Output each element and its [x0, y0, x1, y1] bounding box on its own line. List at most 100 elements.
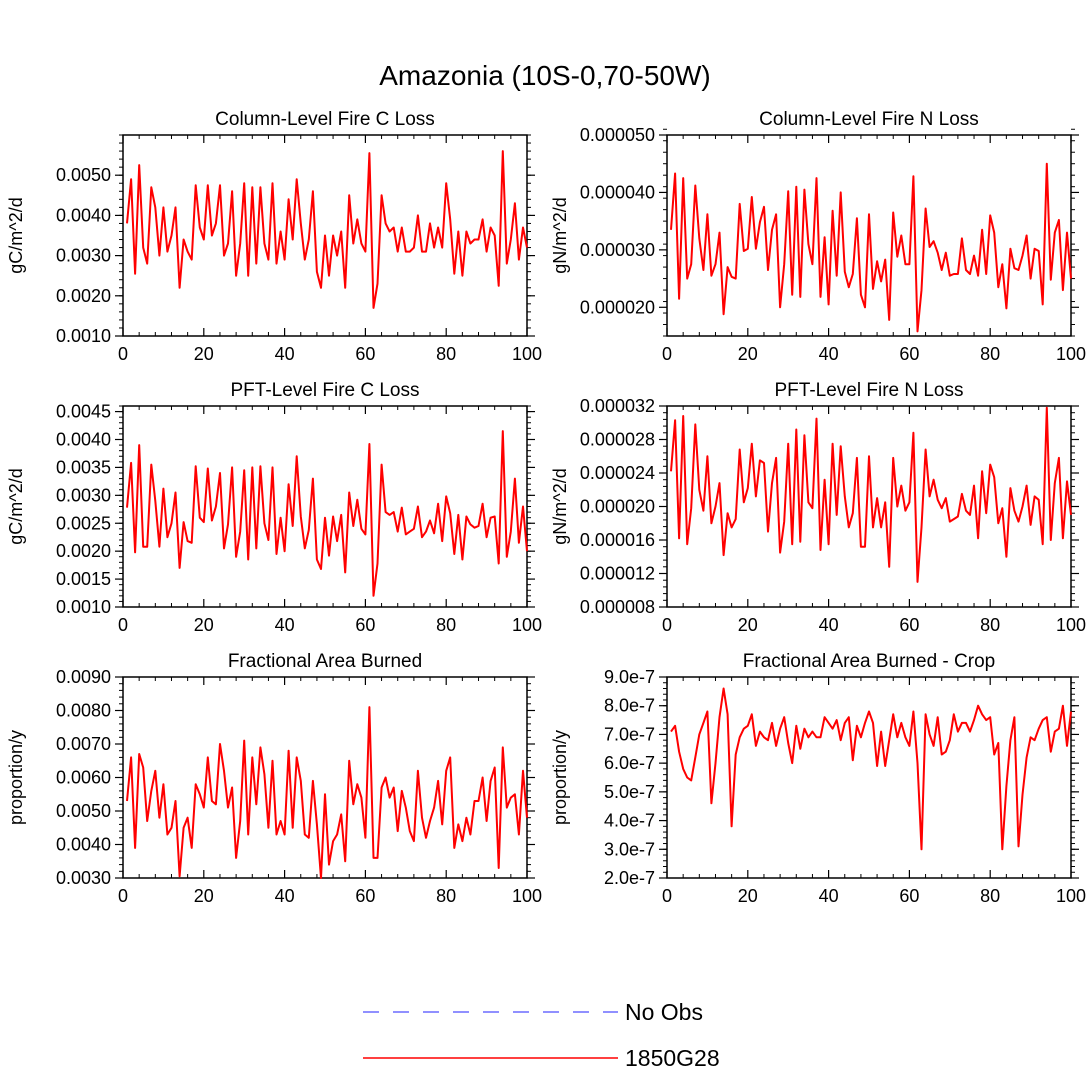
y-tick-label: 0.000032 [580, 396, 655, 416]
y-axis-label: proportion/y [6, 730, 26, 825]
plot-frame [122, 134, 528, 337]
x-tick-label: 20 [194, 344, 214, 364]
x-tick-label: 40 [275, 886, 295, 906]
y-tick-label: 0.0040 [56, 430, 111, 450]
y-tick-label: 0.0040 [56, 835, 111, 855]
y-tick-label: 0.0070 [56, 734, 111, 754]
plot-frame [666, 134, 1072, 337]
series-line-1850g28 [670, 687, 1072, 851]
x-tick-label: 0 [118, 344, 128, 364]
panel-title: Fractional Area Burned - Crop [743, 651, 995, 672]
x-tick-label: 20 [194, 615, 214, 635]
y-tick-label: 0.0030 [56, 246, 111, 266]
y-tick-label: 0.000030 [580, 240, 655, 260]
y-tick-label: 6.0e-7 [604, 753, 655, 773]
y-tick-label: 0.0040 [56, 205, 111, 225]
x-tick-label: 100 [512, 886, 542, 906]
y-tick-label: 0.000012 [580, 564, 655, 584]
y-axis-label: gC/m^2/d [6, 468, 26, 544]
panel-title: Column-Level Fire N Loss [759, 109, 979, 130]
x-tick-label: 80 [436, 615, 456, 635]
legend-1850g28-label: 1850G28 [625, 1045, 720, 1071]
x-tick-label: 100 [512, 344, 542, 364]
y-tick-label: 0.0050 [56, 165, 111, 185]
x-tick-label: 100 [512, 615, 542, 635]
x-tick-label: 60 [899, 886, 919, 906]
figure-title: Amazonia (10S-0,70-50W) [379, 60, 710, 91]
y-tick-label: 0.000028 [580, 430, 655, 450]
x-tick-label: 20 [738, 615, 758, 635]
y-axis-label: proportion/y [550, 730, 570, 825]
panel-pft-level-fire-n-loss: 0 20 40 60 80 100 0.000008 0.000012 0.000016 0.00… [550, 380, 1086, 635]
y-tick-label: 0.0030 [56, 485, 111, 505]
y-tick-label: 8.0e-7 [604, 696, 655, 716]
y-tick-label: 0.0090 [56, 667, 111, 687]
panel-title: PFT-Level Fire N Loss [775, 380, 964, 401]
panel-column-level-fire-c-loss: 0 20 40 60 80 100 0.0010 0.0020 0.0030 0.0040 0.00… [6, 109, 542, 364]
panel-title: PFT-Level Fire C Loss [231, 380, 420, 401]
x-tick-label: 0 [118, 615, 128, 635]
y-tick-label: 7.0e-7 [604, 724, 655, 744]
y-tick-label: 0.0025 [56, 513, 111, 533]
y-tick-label: 0.000020 [580, 297, 655, 317]
x-tick-label: 40 [275, 344, 295, 364]
x-tick-label: 100 [1056, 344, 1086, 364]
x-tick-label: 0 [118, 886, 128, 906]
x-tick-label: 80 [980, 615, 1000, 635]
x-tick-label: 20 [738, 886, 758, 906]
x-tick-label: 20 [194, 886, 214, 906]
y-tick-label: 0.000020 [580, 497, 655, 517]
x-tick-label: 80 [436, 344, 456, 364]
y-tick-label: 0.0035 [56, 457, 111, 477]
series-line-1850g28 [126, 706, 528, 879]
y-tick-label: 0.0015 [56, 569, 111, 589]
x-tick-label: 100 [1056, 615, 1086, 635]
legend: No Obs 1850G28 [363, 999, 720, 1071]
panel-pft-level-fire-c-loss: 0 20 40 60 80 100 0.0010 0.0015 0.0020 0.0025 0.00… [6, 380, 542, 635]
x-tick-label: 60 [355, 615, 375, 635]
x-tick-label: 100 [1056, 886, 1086, 906]
plot-frame [122, 676, 528, 879]
plot-frame [122, 405, 528, 608]
panel-column-level-fire-n-loss: 0 20 40 60 80 100 0.000020 0.000030 0.000040 0.00… [550, 109, 1086, 364]
y-tick-label: 0.0020 [56, 286, 111, 306]
legend-no-obs-label: No Obs [625, 999, 703, 1025]
x-tick-label: 40 [819, 886, 839, 906]
panel-fractional-area-burned-crop: 0 20 40 60 80 100 2.0e-7 3.0e-7 4.0e-7 5.0e-7 6.0e… [550, 651, 1086, 906]
series-line-1850g28 [670, 162, 1072, 333]
panels: 0 20 40 60 80 100 0.0010 0.0020 0.0030 0.0040 0.00… [6, 109, 1086, 906]
panel-title: Column-Level Fire C Loss [215, 109, 435, 130]
y-tick-label: 2.0e-7 [604, 868, 655, 888]
series-line-1850g28 [126, 150, 528, 309]
y-tick-label: 0.0080 [56, 701, 111, 721]
x-tick-label: 60 [355, 344, 375, 364]
y-tick-label: 0.0060 [56, 768, 111, 788]
x-tick-label: 80 [980, 886, 1000, 906]
x-tick-label: 80 [980, 344, 1000, 364]
x-tick-label: 40 [819, 344, 839, 364]
y-tick-label: 0.0050 [56, 801, 111, 821]
panel-title: Fractional Area Burned [228, 651, 422, 672]
x-tick-label: 40 [275, 615, 295, 635]
y-tick-label: 3.0e-7 [604, 839, 655, 859]
x-tick-label: 0 [662, 344, 672, 364]
y-tick-label: 5.0e-7 [604, 782, 655, 802]
x-tick-label: 60 [355, 886, 375, 906]
y-axis-label: gC/m^2/d [6, 197, 26, 273]
y-tick-label: 0.0030 [56, 868, 111, 888]
y-tick-label: 0.0045 [56, 402, 111, 422]
y-tick-label: 0.0010 [56, 326, 111, 346]
y-axis-label: gN/m^2/d [550, 468, 570, 544]
panel-fractional-area-burned: 0 20 40 60 80 100 0.0030 0.0040 0.0050 0.0060 0.00… [6, 651, 542, 906]
y-tick-label: 0.0020 [56, 541, 111, 561]
plot-frame [666, 676, 1072, 879]
x-tick-label: 0 [662, 615, 672, 635]
x-tick-label: 20 [738, 344, 758, 364]
x-tick-label: 80 [436, 886, 456, 906]
y-tick-label: 0.000040 [580, 182, 655, 202]
y-axis-label: gN/m^2/d [550, 197, 570, 273]
y-tick-label: 4.0e-7 [604, 811, 655, 831]
series-line-1850g28 [670, 406, 1072, 583]
series-line-1850g28 [126, 430, 528, 597]
